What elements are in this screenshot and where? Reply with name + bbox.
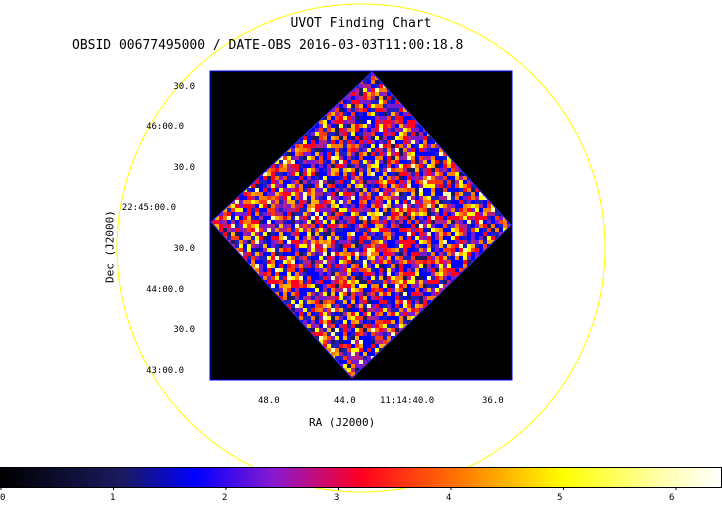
ra-axis-label: RA (J2000)	[309, 416, 376, 429]
colorbar-tick-label: 4	[446, 493, 452, 503]
colorbar	[0, 467, 722, 488]
ra-tick-label: 44.0	[334, 396, 356, 406]
dec-tick-label: 44:00.0	[146, 285, 184, 295]
dec-tick-label: 30.0	[173, 244, 195, 254]
colorbar-tick-label: 1	[110, 493, 116, 503]
dec-tick-label: 22:45:00.0	[121, 203, 176, 213]
colorbar-tick-label: 0	[0, 493, 6, 503]
dec-tick-label: 30.0	[173, 163, 195, 173]
chart-title: UVOT Finding Chart	[290, 16, 432, 31]
colorbar-tick-label: 5	[557, 493, 563, 503]
colorbar-tick-label: 2	[222, 493, 228, 503]
dec-tick-label: 43:00.0	[146, 366, 184, 376]
dec-tick-label: 30.0	[173, 82, 195, 92]
dec-axis-label: Dec (J2000)	[103, 210, 117, 283]
colorbar-tick-marks	[0, 487, 677, 490]
colorbar-tick-label: 3	[334, 493, 340, 503]
ra-tick-label: 36.0	[482, 396, 504, 406]
exposure-outline	[210, 71, 512, 379]
ra-tick-label: 11:14:40.0	[380, 396, 435, 406]
colorbar-tick-label: 6	[669, 493, 675, 503]
field-of-view-circle	[116, 3, 606, 493]
ra-tick-label: 48.0	[258, 396, 280, 406]
dec-tick-label: 46:00.0	[146, 122, 184, 132]
chart-subtitle: OBSID 00677495000 / DATE-OBS 2016-03-03T…	[72, 38, 464, 53]
dec-tick-label: 30.0	[173, 325, 195, 335]
